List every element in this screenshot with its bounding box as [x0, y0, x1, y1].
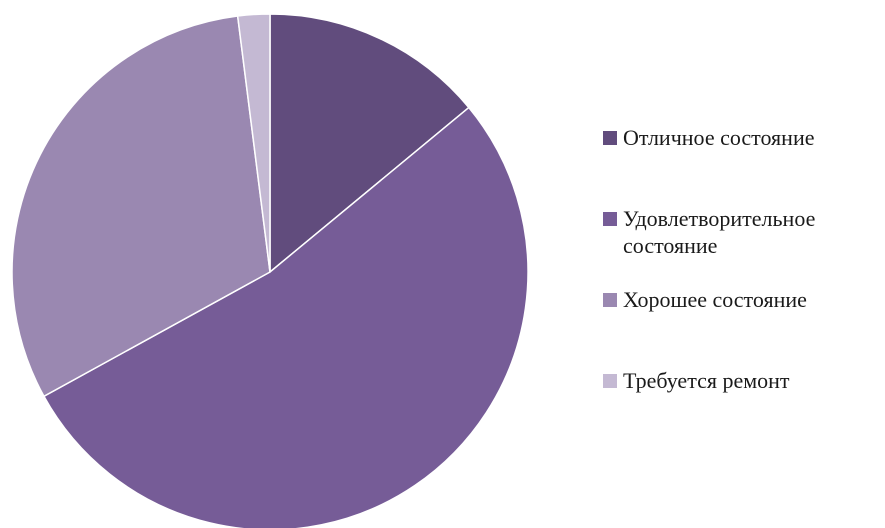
slice-excellent	[269, 13, 470, 274]
pie-slices	[11, 13, 529, 528]
legend-swatch-repair	[603, 374, 617, 388]
slice-satisfactory	[42, 106, 529, 528]
legend-item-satisfactory: Удовлетворительное состояние	[603, 205, 885, 259]
legend-label-good: Хорошее состояние	[623, 287, 807, 312]
slice-repair	[236, 13, 271, 273]
legend-label-repair: Требуется ремонт	[623, 368, 790, 393]
legend-label-satisfactory: Удовлетворительное состояние	[623, 206, 816, 258]
legend-item-good: Хорошее состояние	[603, 286, 885, 313]
legend-item-repair: Требуется ремонт	[603, 367, 885, 394]
legend-swatch-satisfactory	[603, 212, 617, 226]
legend-item-excellent: Отличное состояние	[603, 124, 885, 151]
slice-good	[11, 15, 271, 398]
legend-swatch-good	[603, 293, 617, 307]
legend-label-excellent: Отличное состояние	[623, 125, 815, 150]
legend-swatch-excellent	[603, 131, 617, 145]
